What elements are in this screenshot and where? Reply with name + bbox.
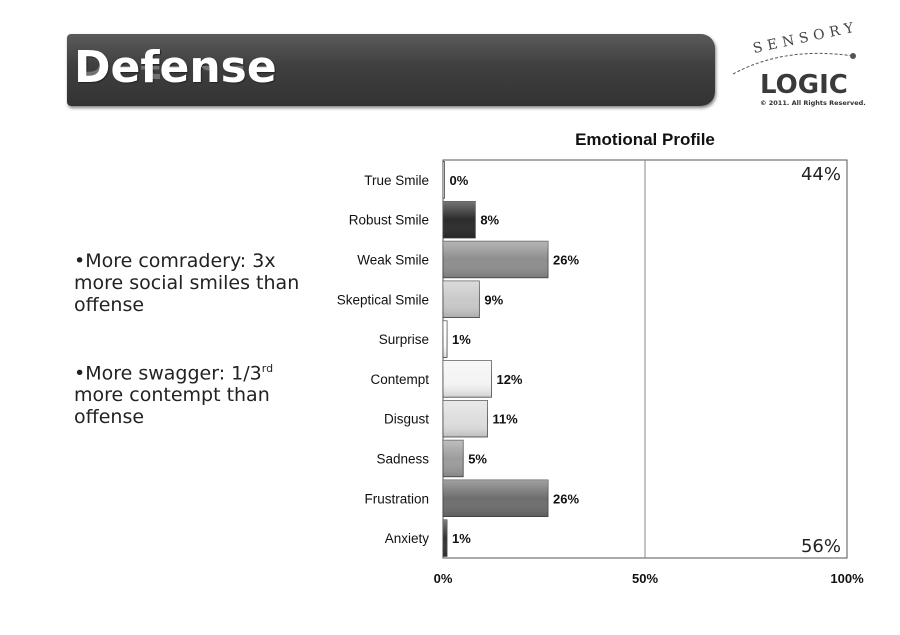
logo-main-text: LOGIC (760, 70, 848, 100)
bullet-text-pre: •More swagger: 1/3 (74, 362, 262, 385)
value-label: 1% (452, 531, 471, 546)
value-label: 26% (553, 253, 579, 268)
value-label: 8% (480, 213, 499, 228)
category-label: True Smile (364, 173, 429, 188)
bar-shine (443, 320, 448, 358)
chart-title: Emotional Profile (575, 130, 715, 149)
category-label: Skeptical Smile (337, 292, 429, 307)
bullet-text: •More comradery: 3x more social smiles t… (74, 250, 300, 316)
bar-shine (443, 400, 488, 438)
bar (442, 161, 445, 199)
category-label: Weak Smile (357, 253, 429, 268)
slide-title: Defense (74, 42, 277, 93)
x-tick-label: 50% (632, 571, 658, 586)
bar-shine (443, 280, 480, 318)
bar-shine (443, 479, 549, 517)
value-label: 5% (468, 452, 487, 467)
bar-shine (443, 201, 476, 239)
value-label: 12% (496, 372, 522, 387)
category-label: Anxiety (385, 531, 430, 546)
category-label: Sadness (376, 452, 429, 467)
category-label: Robust Smile (349, 213, 429, 228)
bullet-list: •More comradery: 3x more social smiles t… (74, 250, 324, 470)
category-label: Frustration (364, 491, 429, 506)
value-label: 26% (553, 491, 579, 506)
category-label: Disgust (384, 412, 429, 427)
bullet-text-post: more contempt than offense (74, 384, 270, 429)
bullet-item: •More swagger: 1/3rd more contempt than … (74, 358, 324, 428)
annotation-label: 44% (801, 164, 841, 185)
value-label: 1% (452, 332, 471, 347)
bar-shine (443, 440, 464, 477)
bullet-superscript: rd (261, 362, 274, 375)
bar-shine (443, 519, 448, 557)
bar-shine (443, 360, 492, 398)
value-label: 11% (492, 412, 518, 427)
annotation-label: 56% (801, 536, 841, 557)
value-label: 0% (450, 173, 469, 188)
category-label: Surprise (379, 332, 429, 347)
bar-shine (443, 241, 549, 278)
logo-copyright: © 2011. All Rights Reserved. (760, 99, 866, 107)
value-label: 9% (484, 292, 503, 307)
x-tick-label: 100% (830, 571, 864, 586)
logo-swoosh-icon (732, 52, 856, 75)
x-tick-label: 0% (434, 571, 453, 586)
category-label: Contempt (370, 372, 429, 387)
bullet-item: •More comradery: 3x more social smiles t… (74, 250, 324, 316)
title-bar (67, 34, 715, 106)
